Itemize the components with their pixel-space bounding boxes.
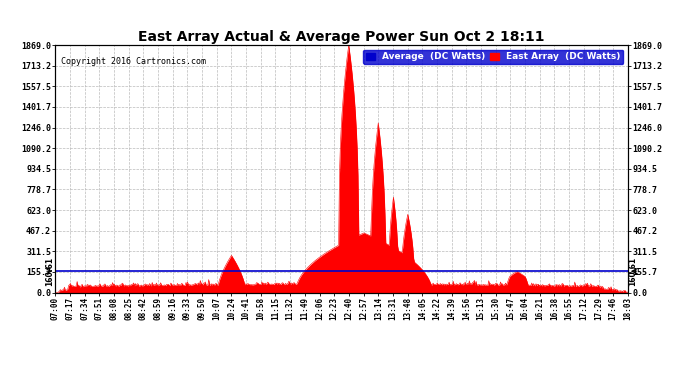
Title: East Array Actual & Average Power Sun Oct 2 18:11: East Array Actual & Average Power Sun Oc… <box>138 30 545 44</box>
Text: 160.61: 160.61 <box>46 256 55 286</box>
Legend: Average  (DC Watts), East Array  (DC Watts): Average (DC Watts), East Array (DC Watts… <box>364 50 623 64</box>
Text: Copyright 2016 Cartronics.com: Copyright 2016 Cartronics.com <box>61 57 206 66</box>
Text: 160.61: 160.61 <box>629 256 638 286</box>
